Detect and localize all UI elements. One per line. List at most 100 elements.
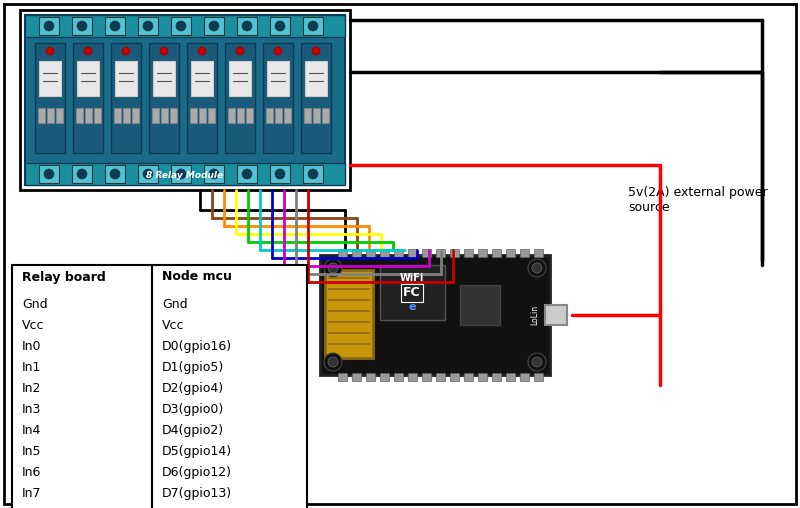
Circle shape — [242, 21, 252, 31]
Bar — [72, 17, 92, 35]
Text: Relay board: Relay board — [22, 270, 106, 283]
Bar — [380, 249, 389, 257]
Bar — [270, 17, 290, 35]
Bar — [275, 108, 282, 123]
Bar — [208, 108, 215, 123]
Text: In1: In1 — [22, 361, 42, 374]
Bar — [77, 61, 99, 96]
Bar — [492, 249, 501, 257]
Bar — [303, 165, 323, 183]
Text: Vcc: Vcc — [22, 320, 45, 332]
Circle shape — [275, 21, 285, 31]
Bar — [304, 108, 311, 123]
Text: Gnd: Gnd — [22, 298, 48, 311]
Bar — [464, 373, 473, 381]
Bar — [72, 165, 92, 183]
Text: D3(gpio0): D3(gpio0) — [162, 403, 224, 416]
Bar — [478, 373, 487, 381]
Circle shape — [46, 47, 54, 55]
Text: WiFi: WiFi — [400, 273, 424, 283]
Bar — [305, 61, 327, 96]
Bar — [366, 249, 375, 257]
Text: D6(gpio12): D6(gpio12) — [162, 466, 232, 480]
Circle shape — [198, 47, 206, 55]
Bar — [39, 165, 59, 183]
Bar — [85, 108, 92, 123]
Bar — [171, 17, 191, 35]
Bar — [408, 373, 417, 381]
Circle shape — [176, 169, 186, 179]
Bar — [263, 43, 293, 153]
Bar — [338, 249, 347, 257]
Bar — [520, 373, 529, 381]
Bar — [237, 17, 257, 35]
Bar — [39, 61, 61, 96]
Bar — [225, 43, 255, 153]
Bar — [152, 108, 159, 123]
Bar — [20, 10, 350, 190]
Bar — [380, 373, 389, 381]
Bar — [38, 108, 45, 123]
Bar — [266, 108, 273, 123]
Circle shape — [143, 169, 153, 179]
Text: In2: In2 — [22, 383, 42, 395]
Bar — [171, 165, 191, 183]
Circle shape — [308, 21, 318, 31]
Bar — [73, 43, 103, 153]
Text: Node mcu: Node mcu — [162, 270, 232, 283]
Bar — [114, 108, 121, 123]
Bar — [320, 255, 550, 375]
Circle shape — [236, 47, 244, 55]
Bar — [25, 15, 345, 185]
Bar — [12, 265, 307, 508]
Text: D0(gpio16): D0(gpio16) — [162, 340, 232, 353]
Bar — [270, 165, 290, 183]
Text: D7(gpio13): D7(gpio13) — [162, 487, 232, 500]
Bar — [153, 61, 175, 96]
Bar — [506, 249, 515, 257]
Text: In3: In3 — [22, 403, 42, 416]
Circle shape — [324, 259, 342, 277]
Bar — [138, 165, 158, 183]
Bar — [246, 108, 253, 123]
Circle shape — [77, 169, 87, 179]
Bar — [94, 108, 101, 123]
Bar — [138, 17, 158, 35]
Circle shape — [328, 263, 338, 273]
Bar — [123, 108, 130, 123]
Circle shape — [312, 47, 320, 55]
Text: In5: In5 — [22, 446, 42, 458]
Bar — [450, 249, 459, 257]
Bar — [105, 165, 125, 183]
Circle shape — [528, 259, 546, 277]
Bar — [105, 17, 125, 35]
Bar — [115, 61, 137, 96]
Bar — [313, 108, 320, 123]
Circle shape — [532, 263, 542, 273]
Circle shape — [44, 21, 54, 31]
Bar — [161, 108, 168, 123]
Bar — [237, 165, 257, 183]
Bar — [303, 17, 323, 35]
Text: LoLin: LoLin — [530, 305, 539, 325]
Bar — [149, 43, 179, 153]
Circle shape — [122, 47, 130, 55]
Bar — [460, 285, 500, 325]
Circle shape — [324, 353, 342, 371]
Circle shape — [176, 21, 186, 31]
Bar — [47, 108, 54, 123]
Circle shape — [328, 357, 338, 367]
Bar — [267, 61, 289, 96]
Bar — [422, 249, 431, 257]
Text: Vcc: Vcc — [162, 320, 185, 332]
Circle shape — [110, 21, 120, 31]
Bar — [191, 61, 213, 96]
Circle shape — [160, 47, 168, 55]
Bar — [325, 270, 373, 358]
Bar — [408, 249, 417, 257]
Bar — [506, 373, 515, 381]
Bar — [25, 15, 345, 37]
Bar — [436, 373, 445, 381]
Bar — [422, 373, 431, 381]
Bar — [229, 61, 251, 96]
